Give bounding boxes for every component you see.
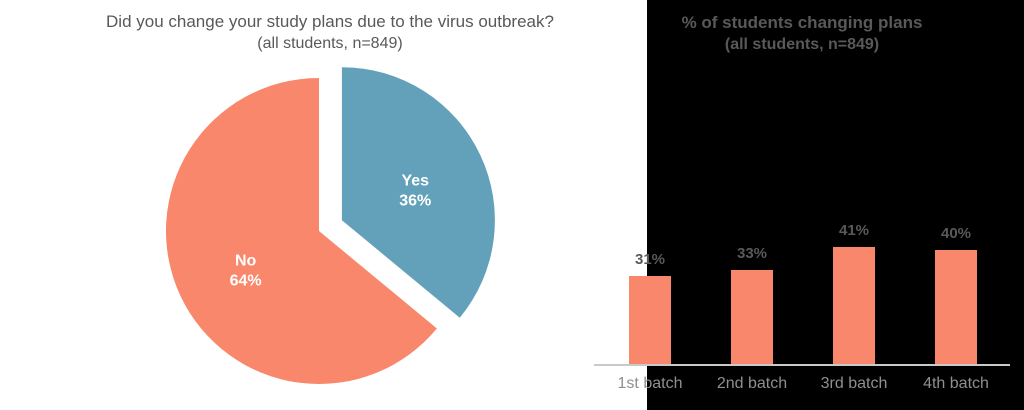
x-axis-label: 3rd batch (820, 375, 888, 392)
bar-column: 33% (701, 245, 803, 364)
bar-value-label: 40% (940, 225, 972, 242)
bar-value-label: 31% (634, 250, 666, 268)
bar-column: 31% (599, 251, 701, 364)
pie-chart-title: Did you change your study plans due to t… (0, 11, 660, 54)
x-axis-label: 2nd batch (716, 375, 788, 392)
bar-column: 40% (905, 225, 1007, 364)
pie-slice-yes (341, 67, 495, 318)
bar-3rd-batch (833, 247, 875, 364)
bar-value-label: 33% (736, 244, 768, 262)
pie-slice-label-no: No 64% (230, 253, 262, 290)
bar-value-label: 41% (838, 222, 870, 240)
x-axis-line (594, 364, 1010, 366)
bar-chart-section: % of students changing plans (all studen… (594, 0, 1010, 410)
bar-1st-batch (629, 275, 671, 364)
pie-title-line2: (all students, n=849) (257, 35, 403, 52)
pie-slice-label-yes: Yes 36% (399, 173, 431, 210)
pie-title-line1: Did you change your study plans due to t… (106, 12, 554, 31)
bar-plot-area: 31% 33% 41% 40% (594, 0, 1010, 364)
bar-title-line1: % of students changing plans (681, 13, 923, 32)
bar-chart-title: % of students changing plans (all studen… (594, 12, 1010, 56)
x-axis-label: 1st batch (617, 375, 683, 392)
bar-4th-batch (935, 250, 977, 364)
pie-slice-no (165, 78, 437, 384)
bar-column: 41% (803, 222, 905, 364)
x-axis-labels: 1st batch 2nd batch 3rd batch 4th batch (594, 372, 1010, 396)
bar-2nd-batch (731, 269, 773, 364)
pie-chart: Yes 36% No 64% (165, 67, 495, 384)
bar-title-line2: (all students, n=849) (724, 36, 880, 53)
pie-chart-section: Did you change your study plans due to t… (106, 12, 554, 384)
x-axis-label: 4th batch (923, 375, 989, 392)
